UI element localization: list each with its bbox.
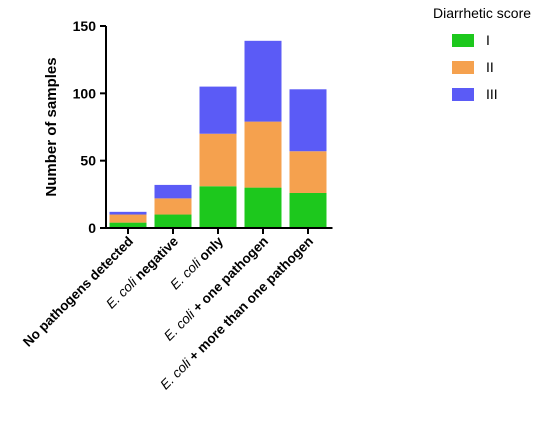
bar-segment-I-0 [109,222,147,228]
bar-segment-III-2 [199,86,237,134]
legend-label-III: III [486,86,498,102]
legend-swatch-I [452,34,474,47]
bar-segment-III-4 [289,89,327,152]
bar-segment-II-3 [244,121,282,188]
bar-segment-II-0 [109,214,147,223]
bar-segment-I-2 [199,186,237,228]
bar-segment-II-2 [199,133,237,187]
bar-segment-II-4 [289,151,327,193]
y-tick-label: 0 [88,220,96,236]
bars-layer [109,40,327,228]
legend-title: Diarrhetic score [433,5,531,21]
bar-segment-III-3 [244,40,282,122]
x-tick-label-text: + one pathogen [187,234,271,318]
bar-segment-II-1 [154,198,192,215]
y-axis-label: Number of samples [43,57,60,196]
bar-segment-I-4 [289,192,327,228]
legend-label-II: II [486,59,494,75]
x-tick-label-text: only [193,233,226,266]
y-ticks: 0 50 100 150 [73,18,106,236]
legend-swatch-III [452,88,474,101]
legend-label-I: I [486,32,490,48]
bar-segment-III-0 [109,211,147,215]
y-tick-label: 100 [73,85,97,101]
legend-swatch-II [452,61,474,74]
y-tick-label: 150 [73,18,97,34]
bar-segment-III-1 [154,184,192,199]
bar-segment-I-3 [244,187,282,228]
bar-segment-I-1 [154,214,192,228]
y-tick-label: 50 [80,153,96,169]
